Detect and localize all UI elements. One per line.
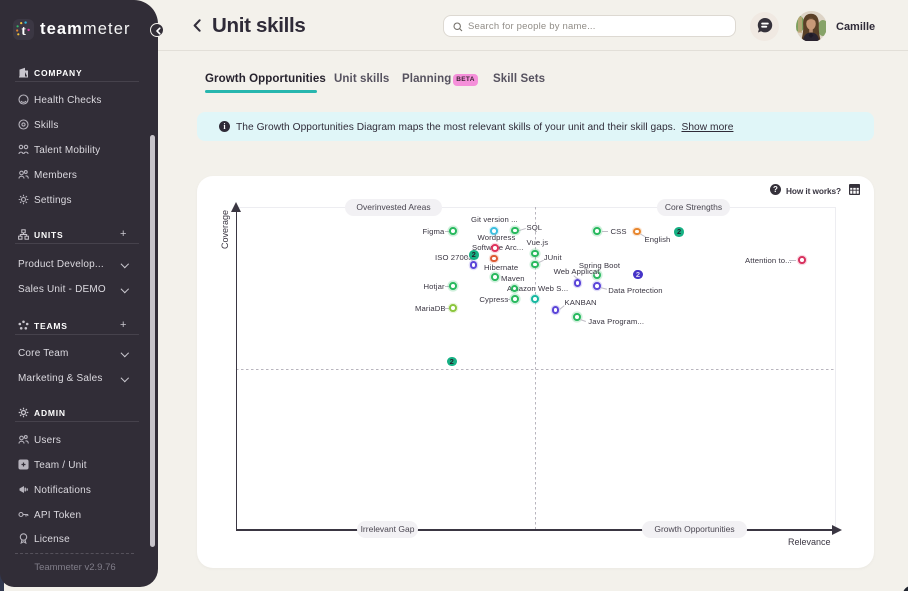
svg-text:t: t: [21, 23, 26, 38]
